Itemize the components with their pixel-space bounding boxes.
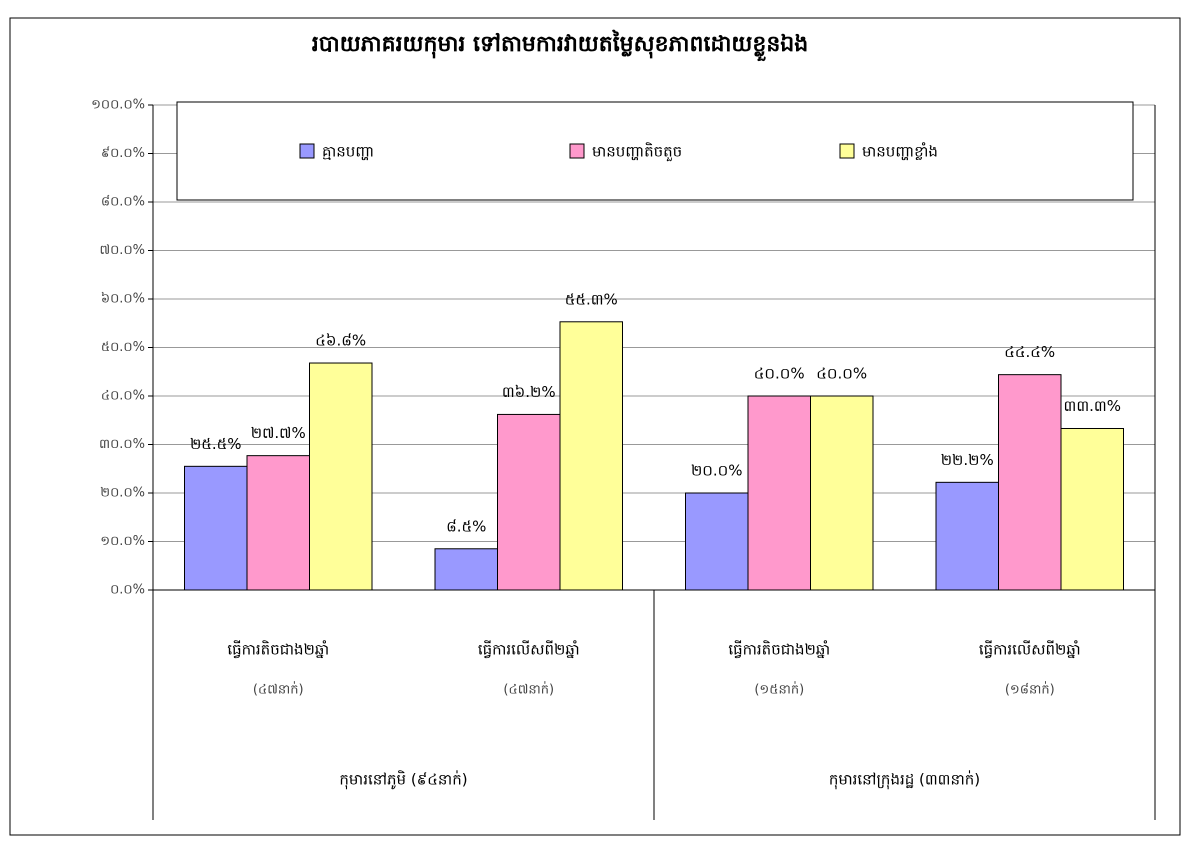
legend-label: មានបញ្ហាខ្លាំង	[862, 142, 938, 161]
x-tick-count: (៤៧នាក់)	[253, 681, 304, 698]
data-label: ២០.០%	[691, 462, 743, 480]
x-tick-label: ធ្វើការលើសពី២ឆ្នាំ	[478, 640, 580, 659]
y-tick-label: ៤០.០%	[101, 389, 145, 404]
legend-label: មានបញ្ហាតិចតួច	[592, 142, 682, 162]
bar	[559, 321, 623, 591]
y-tick-label: ១០០.០%	[91, 98, 145, 113]
y-tick-label: ៥០.០%	[101, 340, 145, 355]
data-label: ២២.២%	[941, 451, 994, 469]
y-tick-label: ៣០.០%	[99, 437, 145, 452]
bar	[810, 395, 874, 591]
bar	[1060, 427, 1124, 591]
bar	[998, 374, 1062, 591]
y-tick-label: ២០.០%	[100, 486, 145, 501]
y-tick-label: ១០.០%	[100, 534, 145, 549]
data-label: ៣៣.៣%	[1064, 397, 1121, 415]
bar	[309, 362, 373, 591]
x-tick-label: ធ្វើការតិចជាង២ឆ្នាំ	[728, 640, 830, 659]
x-tick-label: ធ្វើការលើសពី២ឆ្នាំ	[979, 640, 1081, 659]
legend-box	[176, 101, 1134, 201]
bar	[685, 492, 749, 591]
y-tick-label: ៧០.០%	[99, 243, 145, 258]
y-tick-label: ០.០%	[110, 583, 145, 598]
bar	[497, 413, 561, 591]
legend-label: គ្មានបញ្ហា	[322, 143, 374, 161]
bar	[935, 481, 999, 591]
data-label: ៨.៥%	[446, 517, 486, 535]
group-label: កុមារនៅក្រុងរដ្ឋ (៣៣នាក់)	[829, 770, 980, 790]
x-tick-count: (១៥នាក់)	[754, 681, 804, 698]
x-tick-count: (៤៧នាក់)	[503, 681, 554, 698]
legend-swatch	[299, 143, 315, 159]
legend-swatch	[569, 143, 585, 159]
data-label: ៤០.០%	[816, 365, 867, 383]
bar	[246, 455, 310, 591]
legend-swatch	[839, 143, 855, 159]
bar	[184, 465, 248, 591]
x-tick-count: (១៨នាក់)	[1005, 681, 1055, 698]
y-tick-label: ៦០.០%	[101, 292, 145, 307]
group-label: កុមារនៅភូមិ (៩៤នាក់)	[339, 770, 467, 790]
data-label: ៤៦.៨%	[315, 332, 366, 350]
data-label: ៥៥.៣%	[565, 290, 618, 308]
data-label: ៣៦.២%	[502, 383, 556, 401]
y-tick-label: ៩០.០%	[101, 146, 145, 161]
data-label: ៤០.០%	[754, 365, 805, 383]
bar	[747, 395, 811, 591]
chart-title: របាយភាគរយកុមារ ទៅតាមការវាយតម្លៃសុខភាពដោយ…	[312, 29, 808, 62]
y-tick-label: ៨០.០%	[101, 195, 145, 210]
data-label: ៤៤.៤%	[1004, 343, 1055, 361]
data-label: ២៥.៥%	[190, 435, 242, 453]
data-label: ២៧.៧%	[251, 424, 306, 442]
x-tick-label: ធ្វើការតិចជាង២ឆ្នាំ	[227, 640, 329, 659]
bar	[434, 548, 498, 591]
